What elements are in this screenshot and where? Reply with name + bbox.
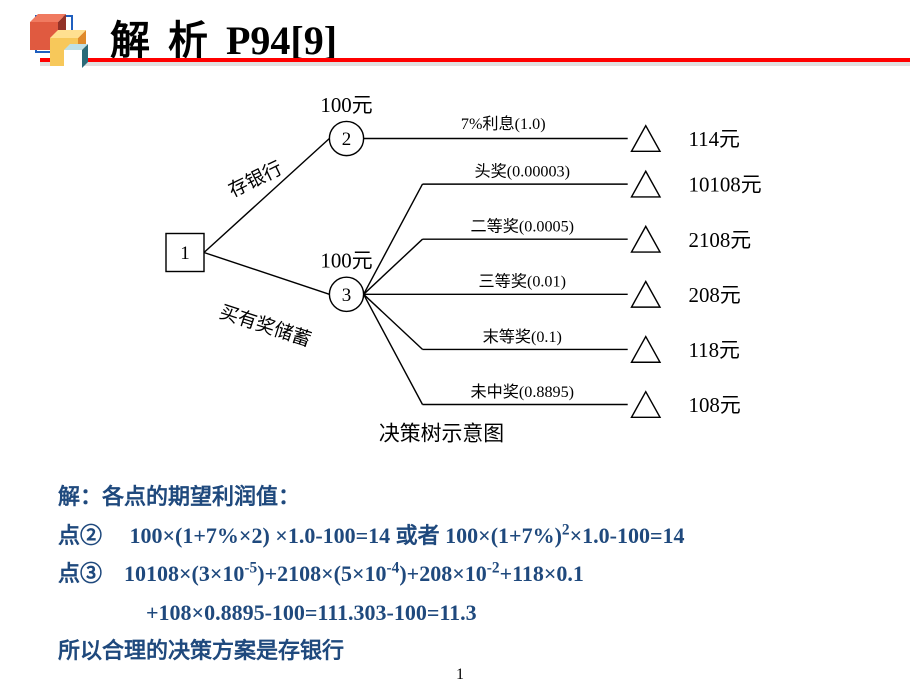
svg-text:100元: 100元 (320, 93, 372, 117)
title-underline-shadow (40, 62, 910, 66)
solution-line-node3a: 点③ 10108×(3×10-5)+2108×(5×10-4)+208×10-2… (58, 555, 685, 594)
svg-text:1: 1 (180, 243, 190, 264)
svg-text:100元: 100元 (320, 249, 372, 273)
solution-line-node3b: +108×0.8895-100=111.303-100=11.3 (58, 594, 685, 633)
svg-text:买有奖储蓄: 买有奖储蓄 (217, 301, 314, 351)
cube-logo-icon (28, 8, 98, 78)
svg-text:108元: 108元 (689, 393, 741, 417)
svg-text:头奖(0.00003): 头奖(0.00003) (475, 163, 571, 181)
svg-text:二等奖(0.0005): 二等奖(0.0005) (470, 218, 574, 236)
solution-heading: 解：各点的期望利润值： (58, 478, 685, 517)
svg-text:7%利息(1.0): 7%利息(1.0) (461, 115, 546, 133)
svg-text:114元: 114元 (689, 127, 740, 151)
solution-line-node2: 点② 100×(1+7%×2) ×1.0-100=14 或者 100×(1+7%… (58, 517, 685, 556)
solution-block: 解：各点的期望利润值： 点② 100×(1+7%×2) ×1.0-100=14 … (58, 478, 685, 671)
page-number: 1 (0, 666, 920, 684)
title-prefix: 解 析 (110, 18, 226, 63)
title-bar: 解 析 P94[9] (0, 0, 920, 68)
svg-text:10108元: 10108元 (689, 173, 762, 197)
svg-text:3: 3 (342, 285, 352, 306)
svg-text:末等奖(0.1): 末等奖(0.1) (483, 328, 562, 346)
svg-text:208元: 208元 (689, 283, 741, 307)
decision-tree-diagram: 12100元3100元存银行买有奖储蓄7%利息(1.0)114元头奖(0.000… (110, 72, 830, 452)
svg-text:未中奖(0.8895): 未中奖(0.8895) (470, 383, 574, 401)
solution-conclusion: 所以合理的决策方案是存银行 (58, 632, 685, 671)
svg-text:2: 2 (342, 129, 352, 150)
svg-text:三等奖(0.01): 三等奖(0.01) (479, 273, 566, 291)
svg-text:118元: 118元 (689, 338, 740, 362)
svg-text:存银行: 存银行 (225, 157, 286, 202)
svg-text:决策树示意图: 决策树示意图 (379, 422, 504, 446)
svg-text:2108元: 2108元 (689, 228, 752, 252)
title-reference: P94[9] (226, 18, 337, 63)
label-node3: 点③ (58, 561, 102, 586)
label-node2: 点② (58, 523, 102, 548)
